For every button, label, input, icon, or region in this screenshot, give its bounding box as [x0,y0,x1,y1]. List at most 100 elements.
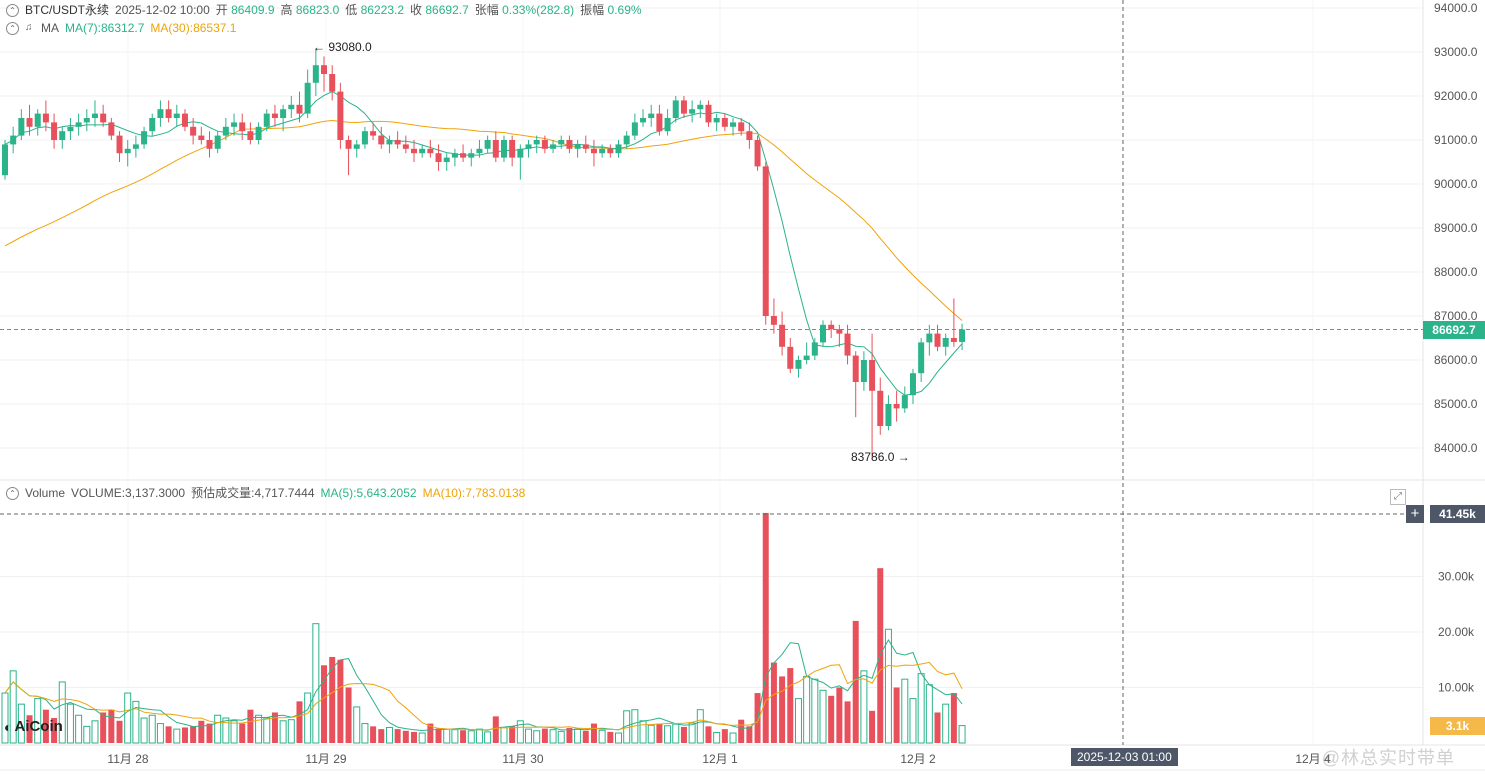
volume-bar [729,732,737,744]
volume-bar [901,678,909,744]
candle-body [206,140,213,149]
volume-bar [574,728,582,744]
candle-body [165,109,172,118]
candle-body [67,126,74,132]
candle-body [779,324,786,347]
watermark: @林总实时带单 [1321,748,1455,768]
volume-bar [17,703,25,744]
volume-bar [779,676,786,743]
collapse-icon[interactable]: ⌃ [6,486,19,500]
price-tick-label: 92000.0 [1434,89,1478,103]
volume-bar [165,726,172,743]
candle-body [468,153,475,158]
volume-bar [100,712,107,743]
volume-bar [533,730,541,744]
aicoin-logo: ◐ AiCoin [4,718,63,735]
volume-bar [590,723,597,743]
volume-bar [925,684,933,744]
volume-bar [271,712,278,743]
candle-body [680,100,687,114]
candle-body [525,144,532,149]
candle-body [762,166,769,316]
volume-bar [541,728,548,743]
candle-body [517,148,524,158]
candle-body [730,122,737,127]
volume-bar [279,720,287,744]
candle-body [141,131,148,145]
candle-body [2,144,8,176]
close-label: 收 [410,3,423,17]
candle-body [574,144,581,149]
volume-bar [615,732,622,744]
candle-body [361,131,368,145]
volume-bar [803,675,811,744]
volume-bar [378,729,385,743]
high-label: 高 [280,3,293,17]
candle-body [476,148,483,154]
volume-bar [509,726,516,743]
volume-bar [329,656,336,743]
low-annotation: 83786.0 → [851,450,910,464]
candle-body [312,65,319,83]
collapse-icon[interactable]: ⌃ [6,21,19,35]
logo-icon: ◐ [4,718,13,735]
candle-body [255,126,262,140]
collapse-icon[interactable]: ⌃ [6,3,19,17]
candle-body [656,113,663,132]
candle-body [337,91,344,140]
add-alert-icon[interactable]: + [1406,505,1424,523]
candle-body [713,118,720,123]
volume-bar [214,714,222,744]
volume-bar [181,727,188,743]
volume-label: Volume [25,486,66,500]
volume-bar [688,722,696,744]
price-tick-label: 84000.0 [1434,441,1478,455]
candle-body [697,104,704,110]
volume-bar [909,698,917,744]
bell-icon[interactable]: ♫ [25,22,33,33]
ohlc-info-bar: ⌃ BTC/USDT永续 2025-12-02 10:00 开 86409.9 … [6,2,642,18]
candle-body [918,342,925,374]
volume-bar [525,728,533,744]
volume-bar [639,720,647,744]
volume-bar [418,732,426,744]
current-volume-tag: 3.1k [1430,717,1485,735]
candle-body [590,148,597,154]
candle-body [451,153,458,158]
candle-body [353,144,360,149]
candle-body [607,148,614,154]
candle-body [386,140,393,145]
candle-body [263,113,270,127]
candle-body [803,355,810,360]
volume-value: VOLUME:3,137.3000 [71,486,186,500]
candle-body [885,404,892,426]
candle-body [877,390,884,426]
volume-crosshair-tag: 41.45k [1430,505,1485,523]
candle-body [623,135,630,145]
volume-bar [680,726,687,743]
candle-body [852,355,859,382]
candle-body [329,74,336,92]
candle-body [198,135,205,140]
price-tick-label: 87000.0 [1434,309,1478,323]
candle-body [541,140,548,149]
candle-body [75,122,82,127]
candle-body [222,126,229,136]
volume-bar [91,720,99,744]
volume-bar [353,706,361,744]
candle-body [664,118,671,132]
volume-bar [549,729,557,744]
volume-bar [819,689,827,744]
candle-body [787,346,794,369]
candle-body [288,104,295,110]
volume-bar [884,628,892,744]
candle-body [631,122,638,136]
time-tick-label: 11月 30 [502,752,543,766]
volume-bar [190,726,197,743]
candle-body [116,135,123,154]
volume-bar [222,717,230,744]
high-value: 86823.0 [295,3,340,17]
candle-body [566,140,573,149]
expand-icon[interactable]: ⤢ [1390,489,1406,505]
